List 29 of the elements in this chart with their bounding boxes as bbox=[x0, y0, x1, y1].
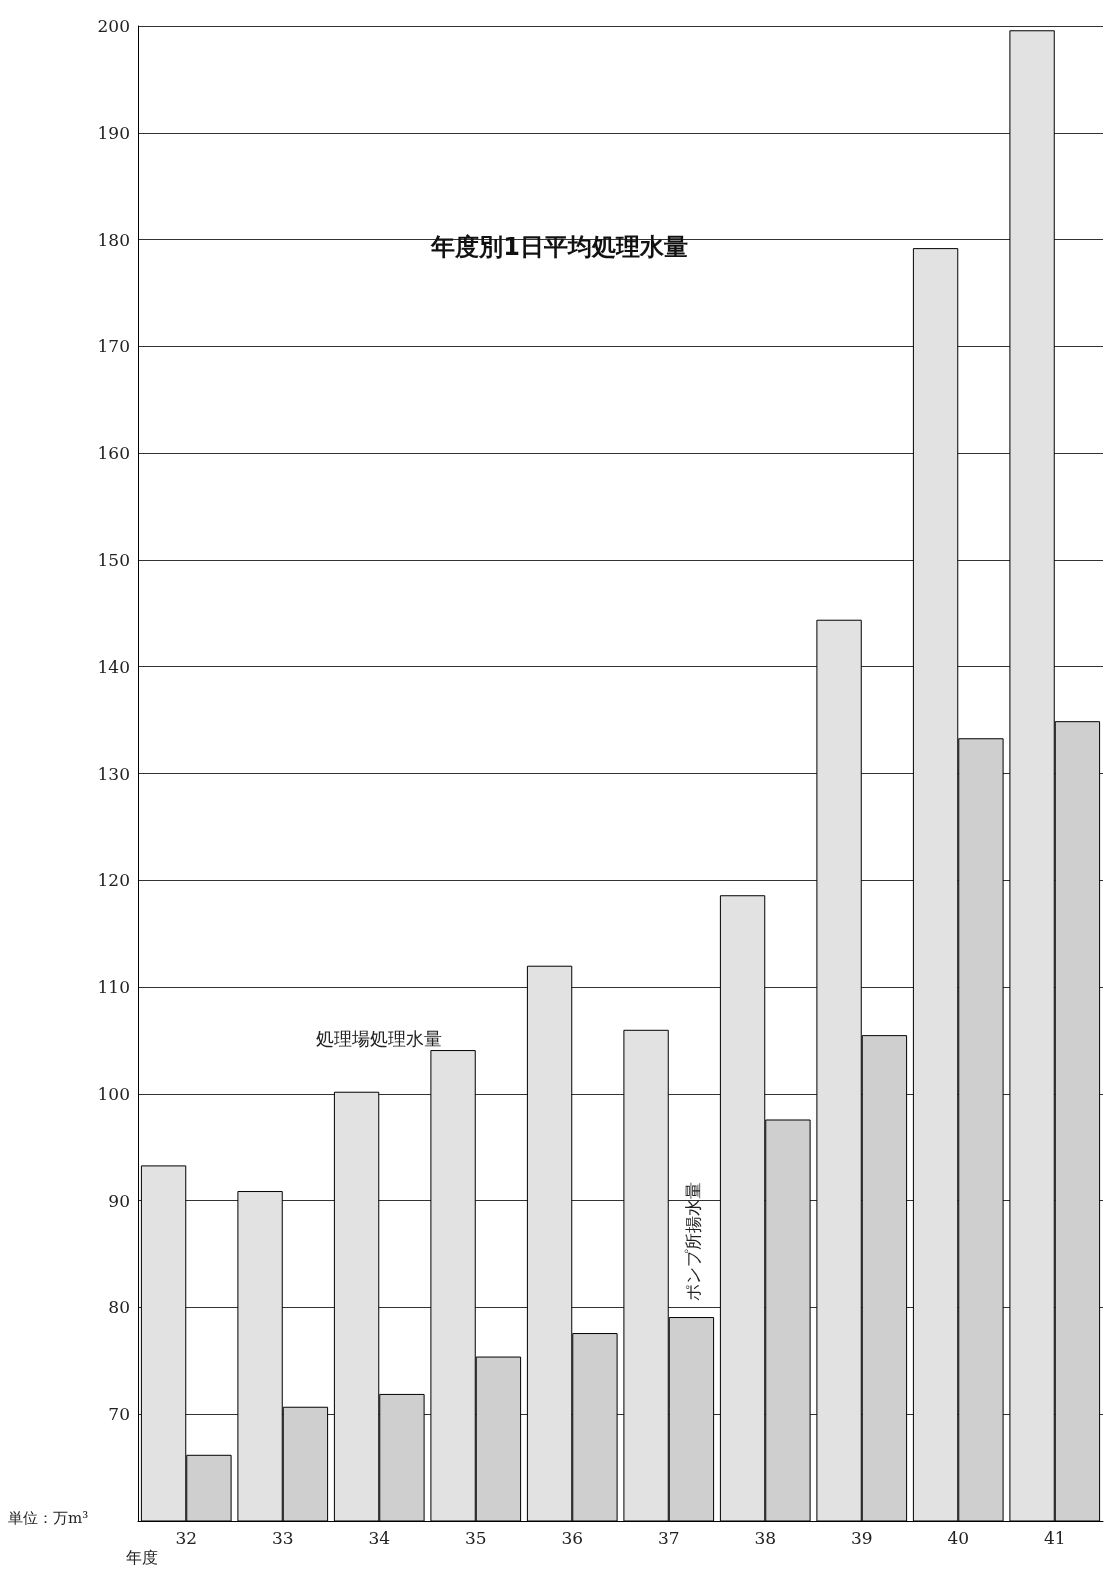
y-tick-label: 140 bbox=[97, 656, 130, 677]
series-label: 処理場処理水量 bbox=[316, 1027, 443, 1049]
y-tick-label: 100 bbox=[97, 1083, 130, 1104]
x-tick-label: 40 bbox=[947, 1527, 970, 1548]
x-tick-label: 39 bbox=[850, 1527, 873, 1548]
y-tick-label: 80 bbox=[108, 1297, 130, 1318]
y-tick-label: 120 bbox=[97, 870, 130, 891]
y-tick-label: 150 bbox=[97, 549, 130, 570]
y-tick-label: 90 bbox=[108, 1190, 130, 1211]
text: 単位：万m³ bbox=[8, 1508, 89, 1527]
y-tick-label: 200 bbox=[97, 16, 130, 36]
y-tick-label: 160 bbox=[97, 443, 130, 464]
x-tick-label: 33 bbox=[271, 1527, 294, 1548]
y-tick-label: 110 bbox=[97, 977, 130, 998]
x-tick-label: 32 bbox=[175, 1527, 198, 1548]
text: ポンプ所揚水量 bbox=[682, 1182, 703, 1302]
y-tick-label: 180 bbox=[97, 229, 130, 250]
x-tick-label: 34 bbox=[368, 1527, 391, 1548]
x-tick-label: 38 bbox=[754, 1527, 777, 1548]
x-tick-label: 36 bbox=[561, 1527, 584, 1548]
y-tick-label: 70 bbox=[108, 1404, 130, 1425]
x-axis-title: 年度 bbox=[126, 1547, 158, 1567]
y-tick-label: 130 bbox=[97, 763, 130, 784]
y-tick-label: 170 bbox=[97, 336, 130, 357]
text: 年度別1日平均処理水量 bbox=[430, 233, 688, 261]
x-tick-label: 37 bbox=[657, 1527, 680, 1548]
y-tick-label: 190 bbox=[97, 122, 130, 143]
x-tick-label: 35 bbox=[464, 1527, 487, 1548]
x-tick-label: 41 bbox=[1043, 1527, 1066, 1548]
